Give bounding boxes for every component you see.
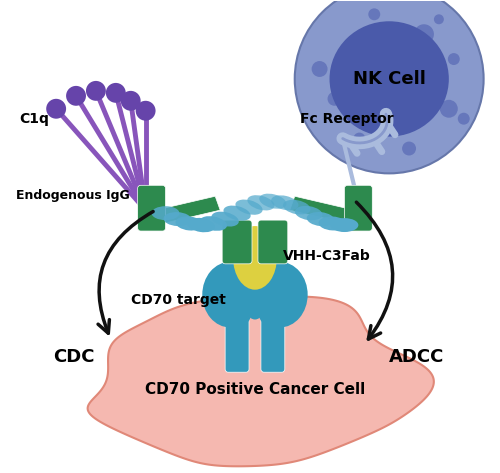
Ellipse shape	[252, 262, 308, 327]
FancyBboxPatch shape	[225, 312, 249, 372]
Ellipse shape	[233, 226, 277, 289]
Ellipse shape	[328, 92, 342, 106]
Ellipse shape	[260, 193, 286, 209]
Ellipse shape	[224, 206, 250, 221]
Ellipse shape	[106, 83, 126, 103]
Ellipse shape	[271, 195, 298, 210]
Ellipse shape	[176, 216, 203, 230]
Ellipse shape	[223, 303, 251, 326]
Polygon shape	[156, 196, 220, 224]
Text: CD70 Positive Cancer Cell: CD70 Positive Cancer Cell	[145, 382, 365, 396]
FancyBboxPatch shape	[261, 312, 285, 372]
Ellipse shape	[188, 218, 215, 232]
Polygon shape	[88, 297, 434, 466]
Ellipse shape	[312, 61, 328, 77]
Ellipse shape	[414, 24, 434, 44]
Ellipse shape	[306, 212, 334, 226]
Ellipse shape	[46, 99, 66, 119]
Ellipse shape	[164, 212, 192, 226]
Ellipse shape	[283, 200, 310, 215]
Ellipse shape	[243, 264, 267, 284]
Text: ADCC: ADCC	[389, 348, 444, 366]
Ellipse shape	[66, 86, 86, 106]
Ellipse shape	[294, 0, 484, 174]
Ellipse shape	[86, 81, 106, 101]
Ellipse shape	[402, 141, 416, 156]
Ellipse shape	[248, 195, 274, 210]
Text: CD70 target: CD70 target	[130, 293, 226, 307]
Ellipse shape	[236, 200, 262, 215]
Ellipse shape	[240, 263, 270, 287]
Text: Fc Receptor: Fc Receptor	[300, 112, 394, 126]
Ellipse shape	[212, 211, 239, 227]
Ellipse shape	[202, 262, 258, 327]
Text: VHH-C3Fab: VHH-C3Fab	[283, 249, 370, 263]
Ellipse shape	[200, 216, 227, 231]
FancyBboxPatch shape	[258, 220, 288, 264]
Ellipse shape	[243, 276, 267, 319]
Ellipse shape	[368, 9, 380, 20]
Ellipse shape	[121, 91, 141, 111]
FancyBboxPatch shape	[344, 185, 372, 231]
Ellipse shape	[354, 132, 366, 145]
Ellipse shape	[434, 14, 444, 24]
Ellipse shape	[448, 53, 460, 65]
Ellipse shape	[440, 100, 458, 118]
Ellipse shape	[330, 21, 449, 137]
Ellipse shape	[295, 206, 322, 220]
Text: Endogenous IgG: Endogenous IgG	[16, 189, 130, 202]
Polygon shape	[290, 196, 354, 224]
Text: CDC: CDC	[53, 348, 94, 366]
Ellipse shape	[458, 113, 469, 125]
Ellipse shape	[318, 217, 346, 230]
FancyBboxPatch shape	[222, 220, 252, 264]
Ellipse shape	[259, 303, 287, 326]
Ellipse shape	[152, 206, 180, 220]
Ellipse shape	[136, 101, 156, 121]
Text: NK Cell: NK Cell	[352, 70, 426, 88]
Text: C1q: C1q	[20, 112, 49, 126]
Ellipse shape	[330, 218, 358, 232]
FancyBboxPatch shape	[138, 185, 166, 231]
